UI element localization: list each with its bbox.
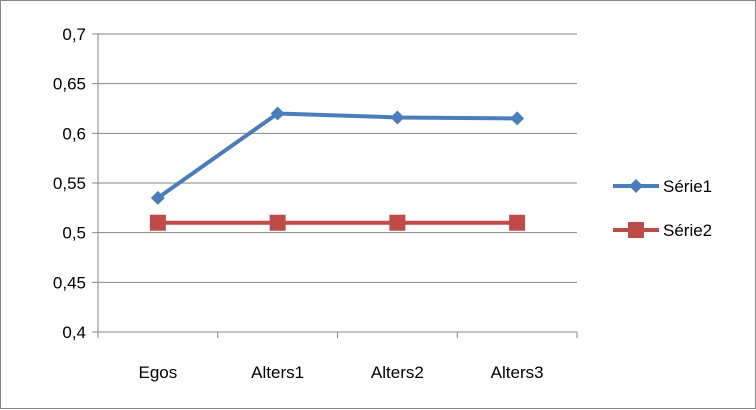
series-2-point bbox=[389, 214, 406, 231]
series-line-1 bbox=[156, 111, 518, 200]
series-1-point bbox=[270, 106, 285, 121]
series-2-point bbox=[149, 214, 166, 231]
legend-label-2: Série2 bbox=[663, 221, 712, 240]
y-tick-label: 0,7 bbox=[62, 25, 86, 44]
y-tick-label: 0,55 bbox=[53, 174, 86, 193]
series-1-point bbox=[390, 110, 405, 125]
legend-marker-square bbox=[628, 222, 644, 238]
series-2-point bbox=[269, 214, 286, 231]
y-tick-label: 0,65 bbox=[53, 75, 86, 94]
x-tick-label: Egos bbox=[139, 363, 178, 382]
legend-label-1: Série1 bbox=[663, 177, 712, 196]
x-tick-label: Alters3 bbox=[491, 363, 544, 382]
legend-marker-diamond bbox=[629, 179, 643, 193]
x-tick-label: Alters1 bbox=[251, 363, 304, 382]
series-1-point bbox=[150, 190, 165, 205]
y-tick-label: 0,45 bbox=[53, 273, 86, 292]
series-1-point bbox=[510, 111, 525, 126]
y-tick-label: 0,4 bbox=[62, 323, 86, 342]
series-2-point bbox=[509, 214, 526, 231]
y-tick-label: 0,5 bbox=[62, 224, 86, 243]
y-tick-label: 0,6 bbox=[62, 124, 86, 143]
x-tick-label: Alters2 bbox=[371, 363, 424, 382]
